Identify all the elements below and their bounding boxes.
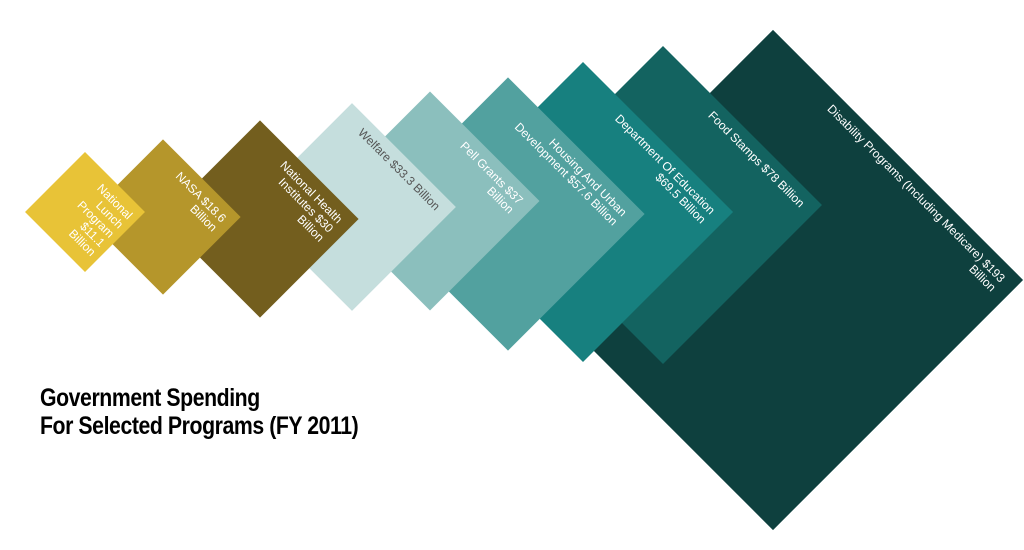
title-line: Government Spending [40, 384, 260, 412]
title-line: For Selected Programs (FY 2011) [40, 412, 359, 440]
diamond [85, 139, 241, 295]
chart-title: Government Spending For Selected Program… [40, 384, 359, 440]
diamond [25, 152, 145, 272]
diamond [161, 120, 359, 318]
